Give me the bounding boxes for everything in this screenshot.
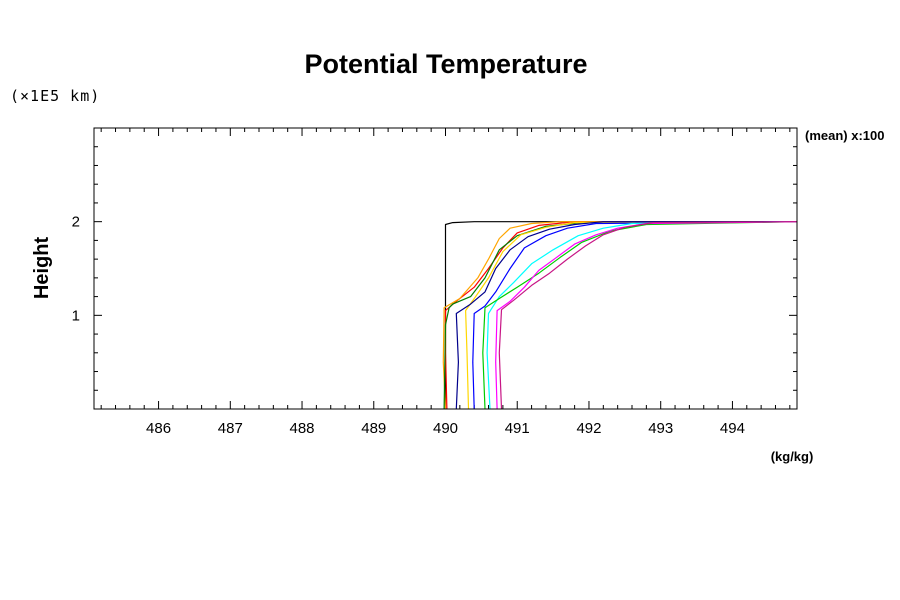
x-tick-label: 488 xyxy=(290,420,315,437)
x-tick-label: 490 xyxy=(433,420,458,437)
x-tick-label: 494 xyxy=(720,420,745,437)
y-tick-label: 2 xyxy=(72,214,80,231)
series-line-6 xyxy=(455,221,797,410)
series-line-5 xyxy=(465,221,798,410)
series-line-9 xyxy=(482,221,798,410)
series-line-2 xyxy=(444,221,797,410)
series-group xyxy=(442,221,798,410)
x-tick-label: 492 xyxy=(576,420,601,437)
x-tick-label: 489 xyxy=(361,420,386,437)
plot-frame xyxy=(93,127,798,410)
x-tick-label: 486 xyxy=(146,420,171,437)
series-line-10 xyxy=(495,221,798,410)
y-scale-label: (×1E5 km) xyxy=(10,87,100,105)
series-line-3 xyxy=(442,221,797,410)
x-tick-label: 493 xyxy=(648,420,673,437)
series-line-11 xyxy=(498,221,798,410)
axes: 486 487 488 489 490 491 492 493 494 1 2 xyxy=(72,128,797,437)
series-line-1 xyxy=(444,221,797,409)
y-axis-label: Height xyxy=(31,237,53,300)
x-tick-label: 487 xyxy=(218,420,243,437)
x-unit-label: (kg/kg) xyxy=(771,449,814,464)
x-tick-label: 491 xyxy=(505,420,530,437)
series-line-8 xyxy=(486,221,798,410)
chart-title: Potential Temperature xyxy=(304,49,587,79)
y-tick-label: 1 xyxy=(72,307,80,324)
series-line-7 xyxy=(472,221,798,410)
mean-annotation: (mean) x:100 xyxy=(805,128,884,143)
